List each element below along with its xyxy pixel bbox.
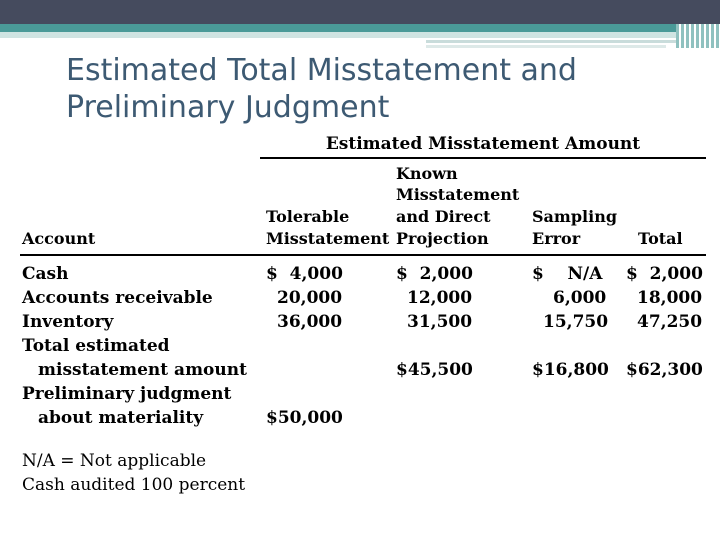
cell-inventory-total: 47,250 xyxy=(637,312,703,332)
row-account-materiality-line1: Preliminary judgment xyxy=(22,384,232,404)
note-na: N/A = Not applicable xyxy=(22,451,207,471)
slide-title: Estimated Total Misstatement and Prelimi… xyxy=(66,53,577,125)
row-account-receivable: Accounts receivable xyxy=(22,288,213,308)
cell-inventory-tolerable: 36,000 xyxy=(277,312,343,332)
cell-total-known: $45,500 xyxy=(396,360,473,380)
column-header-tolerable-line2: Misstatement xyxy=(266,229,390,248)
column-header-known-line3: and Direct xyxy=(396,207,491,226)
cell-ar-sampling: 6,000 xyxy=(553,288,607,308)
cell-total-sampling: $16,800 xyxy=(532,360,609,380)
header-band-dark xyxy=(0,0,720,24)
cell-total-total: $62,300 xyxy=(626,360,703,380)
row-account-total-line2: misstatement amount xyxy=(38,360,247,380)
cell-materiality-tolerable: $50,000 xyxy=(266,408,343,428)
cell-inventory-known: 31,500 xyxy=(407,312,473,332)
column-header-total: Total xyxy=(638,229,683,248)
cell-cash-total: $ 2,000 xyxy=(626,264,703,284)
cell-ar-known: 12,000 xyxy=(407,288,473,308)
cell-ar-total: 18,000 xyxy=(637,288,703,308)
column-header-known-line1: Known xyxy=(396,164,458,183)
header-band-teal xyxy=(0,24,720,32)
header-line xyxy=(426,45,666,48)
cell-cash-known: $ 2,000 xyxy=(396,264,473,284)
row-account-materiality-line2: about materiality xyxy=(38,408,204,428)
group-header: Estimated Misstatement Amount xyxy=(325,134,641,154)
header-stripes xyxy=(676,24,720,48)
cell-ar-tolerable: 20,000 xyxy=(277,288,343,308)
column-header-tolerable-line1: Tolerable xyxy=(266,207,350,226)
row-account-total-line1: Total estimated xyxy=(22,336,170,356)
row-account-inventory: Inventory xyxy=(22,312,114,332)
cell-inventory-sampling: 15,750 xyxy=(543,312,609,332)
header-band-teal-light xyxy=(0,32,720,38)
group-header-rule xyxy=(260,157,706,159)
column-header-known-line2: Misstatement xyxy=(396,185,520,204)
column-header-sampling-line2: Error xyxy=(532,229,581,248)
cell-cash-tolerable: $ 4,000 xyxy=(266,264,343,284)
column-header-sampling-line1: Sampling xyxy=(532,207,618,226)
header-line xyxy=(426,40,720,43)
row-account-cash: Cash xyxy=(22,264,69,284)
cell-cash-sampling: $ N/A xyxy=(532,264,603,284)
header-rule xyxy=(20,254,706,256)
column-header-known-line4: Projection xyxy=(396,229,489,248)
note-cash-audited: Cash audited 100 percent xyxy=(22,475,246,495)
column-header-account: Account xyxy=(22,229,96,248)
